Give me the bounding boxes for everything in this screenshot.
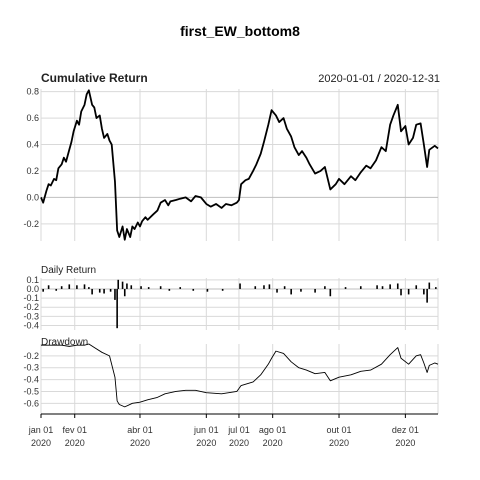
daily-return-bar-46 — [415, 285, 418, 289]
cumulative-return-ytick-2: 0.4 — [26, 140, 39, 150]
daily-return-bar-19 — [140, 286, 142, 289]
x-tick-label-4: jul 01 — [227, 425, 250, 435]
daily-return-bar-26 — [221, 288, 224, 291]
daily-return-bar-36 — [324, 286, 326, 289]
daily-return-bar-30 — [268, 284, 271, 289]
drawdown-panel: -0.2 -0.3 -0.4-0.5 -0.6 — [23, 343, 439, 414]
drawdown-ytick-3: -0.5 — [23, 386, 39, 396]
daily-return-bar-33 — [290, 288, 292, 295]
daily-return-bar-37 — [329, 288, 332, 297]
daily-return-ytick-4: -0.3 — [23, 311, 39, 321]
x-tick-label-5: ago 01 — [259, 425, 287, 435]
x-tick-label-7: dez 01 — [392, 425, 419, 435]
daily-return-bar-31 — [276, 288, 278, 293]
daily-return-ytick-3: -0.2 — [23, 302, 39, 312]
daily-return-bar-48 — [426, 288, 428, 303]
cumulative-return-ytick-4: 0.0 — [26, 192, 39, 202]
daily-return-bar-6 — [83, 284, 86, 289]
x-tick-label-6: out 01 — [327, 425, 352, 435]
daily-return-bar-39 — [359, 286, 362, 289]
daily-return-bar-17 — [126, 283, 128, 289]
x-tick-year-4: 2020 — [229, 438, 249, 448]
daily-return-bar-28 — [254, 286, 257, 289]
daily-return-bar-15 — [121, 281, 124, 289]
daily-return-bar-50 — [435, 287, 437, 289]
daily-return-bar-27 — [239, 283, 241, 289]
drawdown-line — [41, 343, 439, 408]
cumulative-return-ytick-0: 0.8 — [26, 87, 39, 97]
daily-return-bar-3 — [60, 286, 63, 289]
daily-return-bar-13 — [116, 288, 118, 329]
daily-return-ytick-1: 0.0 — [26, 284, 39, 294]
daily-return-bar-10 — [103, 288, 105, 294]
daily-return-bar-20 — [147, 287, 150, 289]
daily-return-ytick-0: 0.1 — [26, 275, 39, 285]
daily-return-bar-2 — [55, 288, 58, 291]
cumulative-return-panel: 0.8 0.6 0.4 0.2 0.0 -0.2 — [23, 87, 439, 241]
daily-return-bar-25 — [206, 288, 209, 292]
x-tick-label-2: abr 01 — [127, 425, 153, 435]
x-tick-year-3: 2020 — [196, 438, 216, 448]
drawdown-ytick-1: -0.3 — [23, 363, 39, 373]
cumulative-return-ytick-5: -0.2 — [23, 219, 39, 229]
daily-return-bar-18 — [130, 285, 133, 289]
cumulative-return-title: Cumulative Return — [41, 71, 148, 85]
cumulative-return-line — [40, 89, 439, 241]
x-tick-year-1: 2020 — [65, 438, 85, 448]
daily-return-bar-35 — [314, 288, 316, 293]
daily-return-bar-0 — [42, 288, 44, 292]
cumulative-return-ytick-1: 0.6 — [26, 113, 39, 123]
daily-return-bar-8 — [91, 288, 93, 295]
daily-return-bar-11 — [109, 288, 112, 292]
x-tick-label-3: jun 01 — [193, 425, 219, 435]
drawdown-ytick-0: -0.2 — [23, 351, 39, 361]
daily-return-bar-41 — [381, 286, 384, 289]
daily-return-bar-12 — [114, 288, 116, 300]
daily-return-ytick-2: -0.1 — [23, 293, 39, 303]
x-tick-label-0: jan 01 — [28, 425, 54, 435]
x-tick-label-1: fev 01 — [62, 425, 87, 435]
daily-return-bar-23 — [179, 287, 182, 289]
drawdown-ytick-2: -0.4 — [23, 375, 39, 385]
cumulative-return-ytick-3: 0.2 — [26, 166, 39, 176]
daily-return-bar-45 — [407, 288, 410, 295]
daily-return-bar-42 — [389, 284, 391, 289]
drawdown-ytick-4: -0.6 — [23, 398, 39, 408]
drawdown-title: Drawdown — [41, 337, 88, 348]
daily-return-title: Daily Return — [41, 265, 96, 276]
date-range-label: 2020-01-01 / 2020-12-31 — [318, 73, 440, 85]
plot-layer: 0.80.60.40.20.0-0.20.10.0-0.1-0.2-0.3-0.… — [23, 87, 439, 448]
daily-return-bar-16 — [123, 288, 126, 297]
daily-return-ytick-5: -0.4 — [23, 320, 39, 330]
x-tick-year-2: 2020 — [130, 438, 150, 448]
x-tick-year-0: 2020 — [31, 438, 51, 448]
daily-return-bar-49 — [428, 282, 431, 289]
x-tick-year-7: 2020 — [395, 438, 415, 448]
daily-return-bar-47 — [423, 288, 425, 295]
daily-return-bar-24 — [192, 288, 195, 291]
daily-return-bar-34 — [300, 288, 302, 292]
daily-return-bar-5 — [76, 285, 78, 289]
daily-return-bar-9 — [98, 288, 101, 293]
daily-return-bar-14 — [117, 279, 120, 289]
chart-title: first_EW_bottom8 — [180, 23, 300, 39]
daily-return-bar-40 — [376, 285, 378, 289]
daily-return-bar-32 — [283, 286, 286, 289]
daily-return-panel: 0.10.0-0.1-0.2-0.3-0.4 — [23, 275, 439, 330]
daily-return-bar-29 — [263, 285, 265, 289]
daily-return-bar-21 — [159, 286, 162, 289]
daily-return-bar-44 — [400, 288, 402, 296]
daily-return-bar-38 — [344, 287, 347, 289]
daily-return-bar-1 — [47, 285, 50, 289]
daily-return-bar-22 — [168, 288, 171, 291]
x-tick-year-5: 2020 — [263, 438, 283, 448]
daily-return-bar-4 — [68, 284, 71, 289]
daily-return-bar-7 — [88, 287, 90, 289]
x-tick-year-6: 2020 — [329, 438, 349, 448]
daily-return-bar-43 — [396, 283, 399, 289]
